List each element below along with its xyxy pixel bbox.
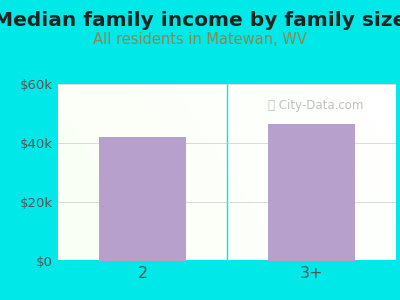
Bar (98, 137, 186, 261)
Text: Ⓜ City-Data.com: Ⓜ City-Data.com (268, 99, 363, 112)
Text: Median family income by family size: Median family income by family size (0, 11, 400, 29)
Bar (268, 124, 356, 261)
Text: All residents in Matewan, WV: All residents in Matewan, WV (93, 32, 307, 46)
